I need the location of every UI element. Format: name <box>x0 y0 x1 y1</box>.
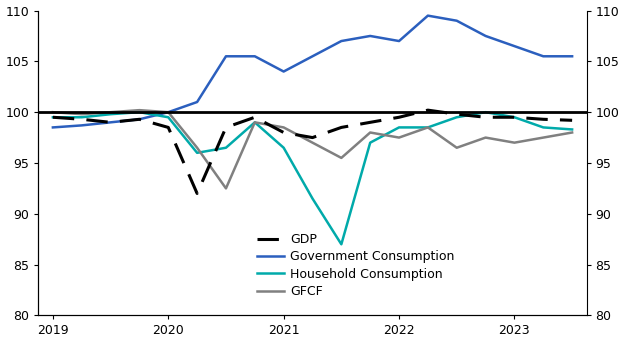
GDP <box>568 118 576 122</box>
Government Consumption <box>366 34 374 38</box>
GFCF <box>107 110 114 114</box>
Line: GDP: GDP <box>53 110 572 193</box>
GFCF <box>338 156 345 160</box>
GFCF <box>453 146 461 150</box>
Government Consumption <box>309 54 316 58</box>
Line: GFCF: GFCF <box>53 110 572 188</box>
Line: Government Consumption: Government Consumption <box>53 16 572 127</box>
Household Consumption <box>222 146 230 150</box>
Household Consumption <box>193 151 201 155</box>
Household Consumption <box>338 242 345 246</box>
GDP <box>395 115 402 119</box>
GDP <box>366 120 374 125</box>
Household Consumption <box>482 110 489 114</box>
GFCF <box>251 120 259 125</box>
GFCF <box>49 110 57 114</box>
GDP <box>78 117 86 121</box>
GFCF <box>78 112 86 116</box>
GFCF <box>164 110 172 114</box>
GDP <box>309 135 316 140</box>
Government Consumption <box>49 125 57 129</box>
GFCF <box>395 135 402 140</box>
Government Consumption <box>395 39 402 43</box>
GDP <box>222 125 230 129</box>
Household Consumption <box>251 120 259 125</box>
GFCF <box>222 186 230 190</box>
Government Consumption <box>136 117 143 121</box>
Government Consumption <box>78 123 86 128</box>
Household Consumption <box>366 141 374 145</box>
Government Consumption <box>193 100 201 104</box>
Household Consumption <box>424 125 432 129</box>
GFCF <box>482 135 489 140</box>
Government Consumption <box>280 70 288 74</box>
GDP <box>539 117 547 121</box>
Household Consumption <box>453 115 461 119</box>
GDP <box>424 108 432 112</box>
Household Consumption <box>107 112 114 116</box>
Government Consumption <box>107 120 114 125</box>
GDP <box>453 112 461 116</box>
GDP <box>280 130 288 134</box>
GDP <box>136 117 143 121</box>
GDP <box>164 125 172 129</box>
Household Consumption <box>395 125 402 129</box>
Government Consumption <box>251 54 259 58</box>
Government Consumption <box>222 54 230 58</box>
GDP <box>251 115 259 119</box>
Household Consumption <box>78 115 86 119</box>
GFCF <box>366 130 374 134</box>
Household Consumption <box>511 115 518 119</box>
Household Consumption <box>539 125 547 129</box>
GFCF <box>568 130 576 134</box>
GFCF <box>309 141 316 145</box>
GFCF <box>424 125 432 129</box>
Government Consumption <box>164 110 172 114</box>
GFCF <box>136 108 143 112</box>
Government Consumption <box>539 54 547 58</box>
Legend: GDP, Government Consumption, Household Consumption, GFCF: GDP, Government Consumption, Household C… <box>252 228 460 303</box>
GDP <box>482 115 489 119</box>
GDP <box>511 115 518 119</box>
GDP <box>107 120 114 125</box>
GFCF <box>539 135 547 140</box>
GFCF <box>193 146 201 150</box>
Household Consumption <box>568 127 576 131</box>
Household Consumption <box>280 146 288 150</box>
Government Consumption <box>338 39 345 43</box>
Government Consumption <box>482 34 489 38</box>
Government Consumption <box>424 14 432 18</box>
Household Consumption <box>309 197 316 201</box>
Household Consumption <box>136 110 143 114</box>
GDP <box>49 115 57 119</box>
GDP <box>193 191 201 196</box>
GFCF <box>511 141 518 145</box>
Line: Household Consumption: Household Consumption <box>53 112 572 244</box>
Government Consumption <box>453 19 461 23</box>
Government Consumption <box>511 44 518 48</box>
Household Consumption <box>164 115 172 119</box>
Household Consumption <box>49 115 57 119</box>
Government Consumption <box>568 54 576 58</box>
GFCF <box>280 125 288 129</box>
GDP <box>338 125 345 129</box>
